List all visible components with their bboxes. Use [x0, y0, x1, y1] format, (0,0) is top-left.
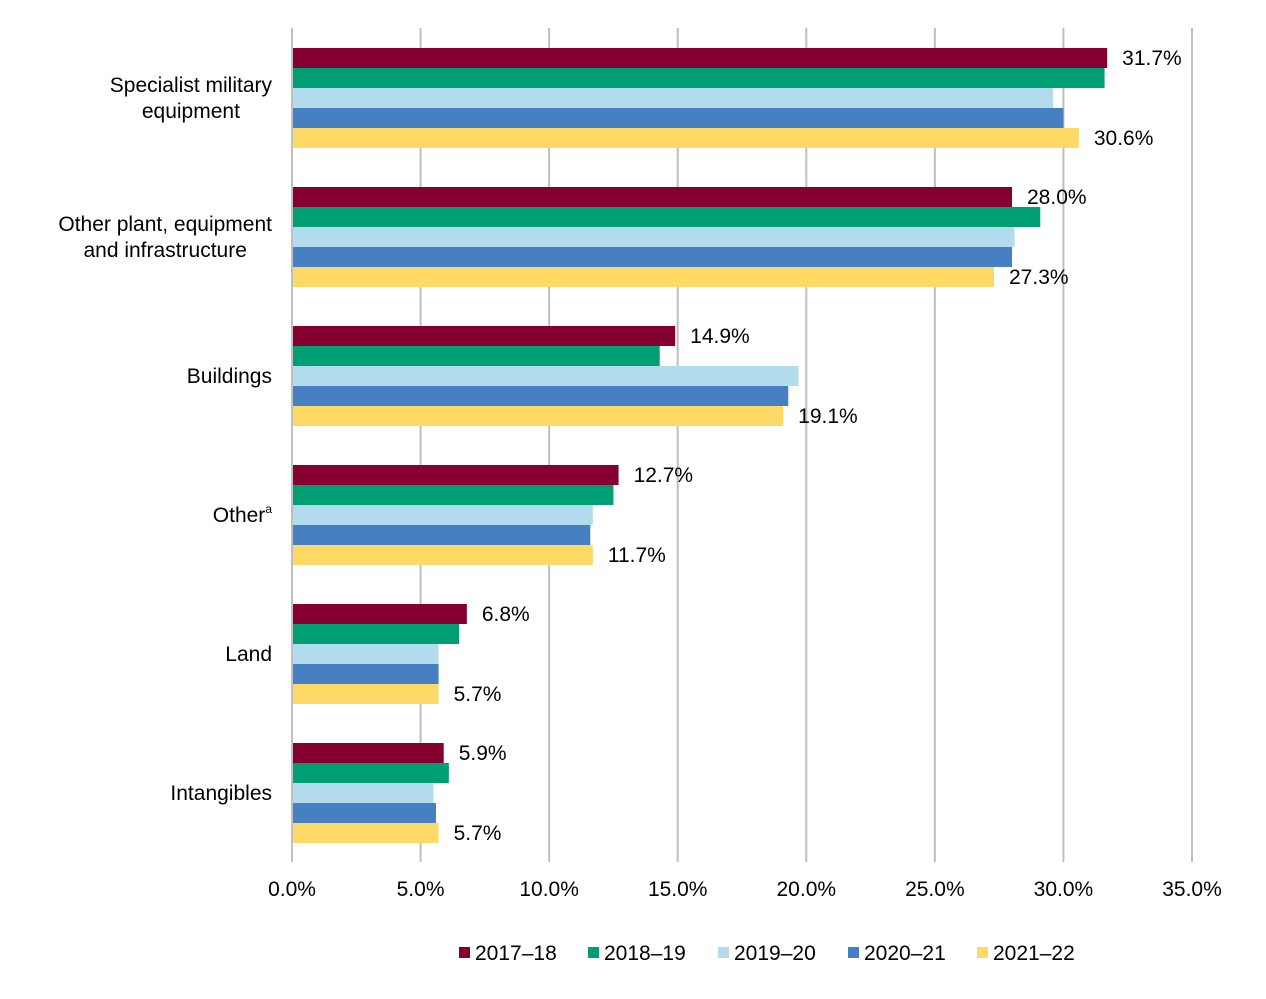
- legend-swatch: [977, 947, 988, 958]
- data-label: 6.8%: [482, 603, 530, 626]
- legend-swatch: [718, 947, 729, 958]
- legend: 2017–18 2018–19 2019–20 2020–21 2021–22: [459, 942, 1075, 965]
- bar: [293, 187, 1012, 207]
- category-label: equipment: [142, 100, 240, 123]
- data-label: 30.6%: [1094, 127, 1154, 150]
- data-labels: 31.7% 30.6% 28.0% 27.3% 14.9% 19.1% 12.7% 11.7%…: [454, 47, 1182, 845]
- bar: [293, 624, 460, 644]
- bar: [293, 406, 784, 426]
- bar: [293, 803, 436, 823]
- data-label: 5.9%: [459, 742, 507, 765]
- category-label: Buildings: [187, 365, 272, 388]
- x-tick-label: 35.0%: [1162, 878, 1222, 901]
- category-labels: Specialist military equipment Other plant,…: [58, 74, 272, 805]
- category-superscript: a: [265, 502, 272, 516]
- data-label: 28.0%: [1027, 186, 1087, 209]
- data-label: 5.7%: [454, 683, 502, 706]
- legend-swatch: [588, 947, 599, 958]
- legend-swatch: [459, 947, 470, 958]
- bar: [293, 485, 614, 505]
- bar: [293, 227, 1015, 247]
- x-tick-labels: 0.0% 5.0% 10.0% 15.0% 20.0% 25.0% 30.0% 35.0%: [268, 878, 1222, 901]
- bar: [293, 823, 439, 843]
- bars: [293, 48, 1108, 843]
- bar: [293, 68, 1105, 88]
- bar: [293, 88, 1054, 108]
- legend-label: 2021–22: [993, 942, 1075, 965]
- x-tick-label: 20.0%: [777, 878, 837, 901]
- bar: [293, 247, 1012, 267]
- category-label: and infrastructure: [83, 239, 246, 262]
- bar: [293, 644, 439, 664]
- x-tick-label: 15.0%: [648, 878, 708, 901]
- x-tick-label: 5.0%: [397, 878, 445, 901]
- bar: [293, 366, 799, 386]
- data-label: 11.7%: [608, 544, 666, 567]
- data-label: 27.3%: [1009, 266, 1069, 289]
- bar: [293, 128, 1079, 148]
- x-tick-label: 0.0%: [268, 878, 316, 901]
- bar: [293, 108, 1064, 128]
- bar: [293, 684, 439, 704]
- data-label: 31.7%: [1122, 47, 1182, 70]
- data-label: 19.1%: [798, 405, 858, 428]
- bar: [293, 783, 434, 803]
- legend-label: 2018–19: [604, 942, 686, 965]
- legend-label: 2020–21: [864, 942, 946, 965]
- legend-swatch: [848, 947, 859, 958]
- bar: [293, 48, 1108, 68]
- gridlines: [419, 28, 1193, 862]
- bar: [293, 604, 467, 624]
- bar: [293, 664, 439, 684]
- category-label: Othera: [213, 502, 273, 527]
- category-label: Specialist military: [110, 74, 273, 97]
- bar: [293, 386, 789, 406]
- category-label: Land: [225, 643, 272, 666]
- bar: [293, 207, 1041, 227]
- x-tick-label: 10.0%: [519, 878, 579, 901]
- bar: [293, 763, 449, 783]
- bar: [293, 465, 619, 485]
- data-label: 14.9%: [690, 325, 750, 348]
- bar: [293, 545, 593, 565]
- x-tick-label: 30.0%: [1034, 878, 1094, 901]
- bar: [293, 743, 444, 763]
- legend-label: 2019–20: [734, 942, 816, 965]
- legend-label: 2017–18: [475, 942, 557, 965]
- data-label: 5.7%: [454, 822, 502, 845]
- bar: [293, 505, 593, 525]
- bar: [293, 267, 994, 287]
- bar: [293, 326, 676, 346]
- category-label: Other plant, equipment: [58, 213, 272, 236]
- data-label: 12.7%: [634, 464, 694, 487]
- x-tick-label: 25.0%: [905, 878, 965, 901]
- bar: [293, 346, 660, 366]
- category-label: Intangibles: [170, 782, 272, 805]
- bar: [293, 525, 591, 545]
